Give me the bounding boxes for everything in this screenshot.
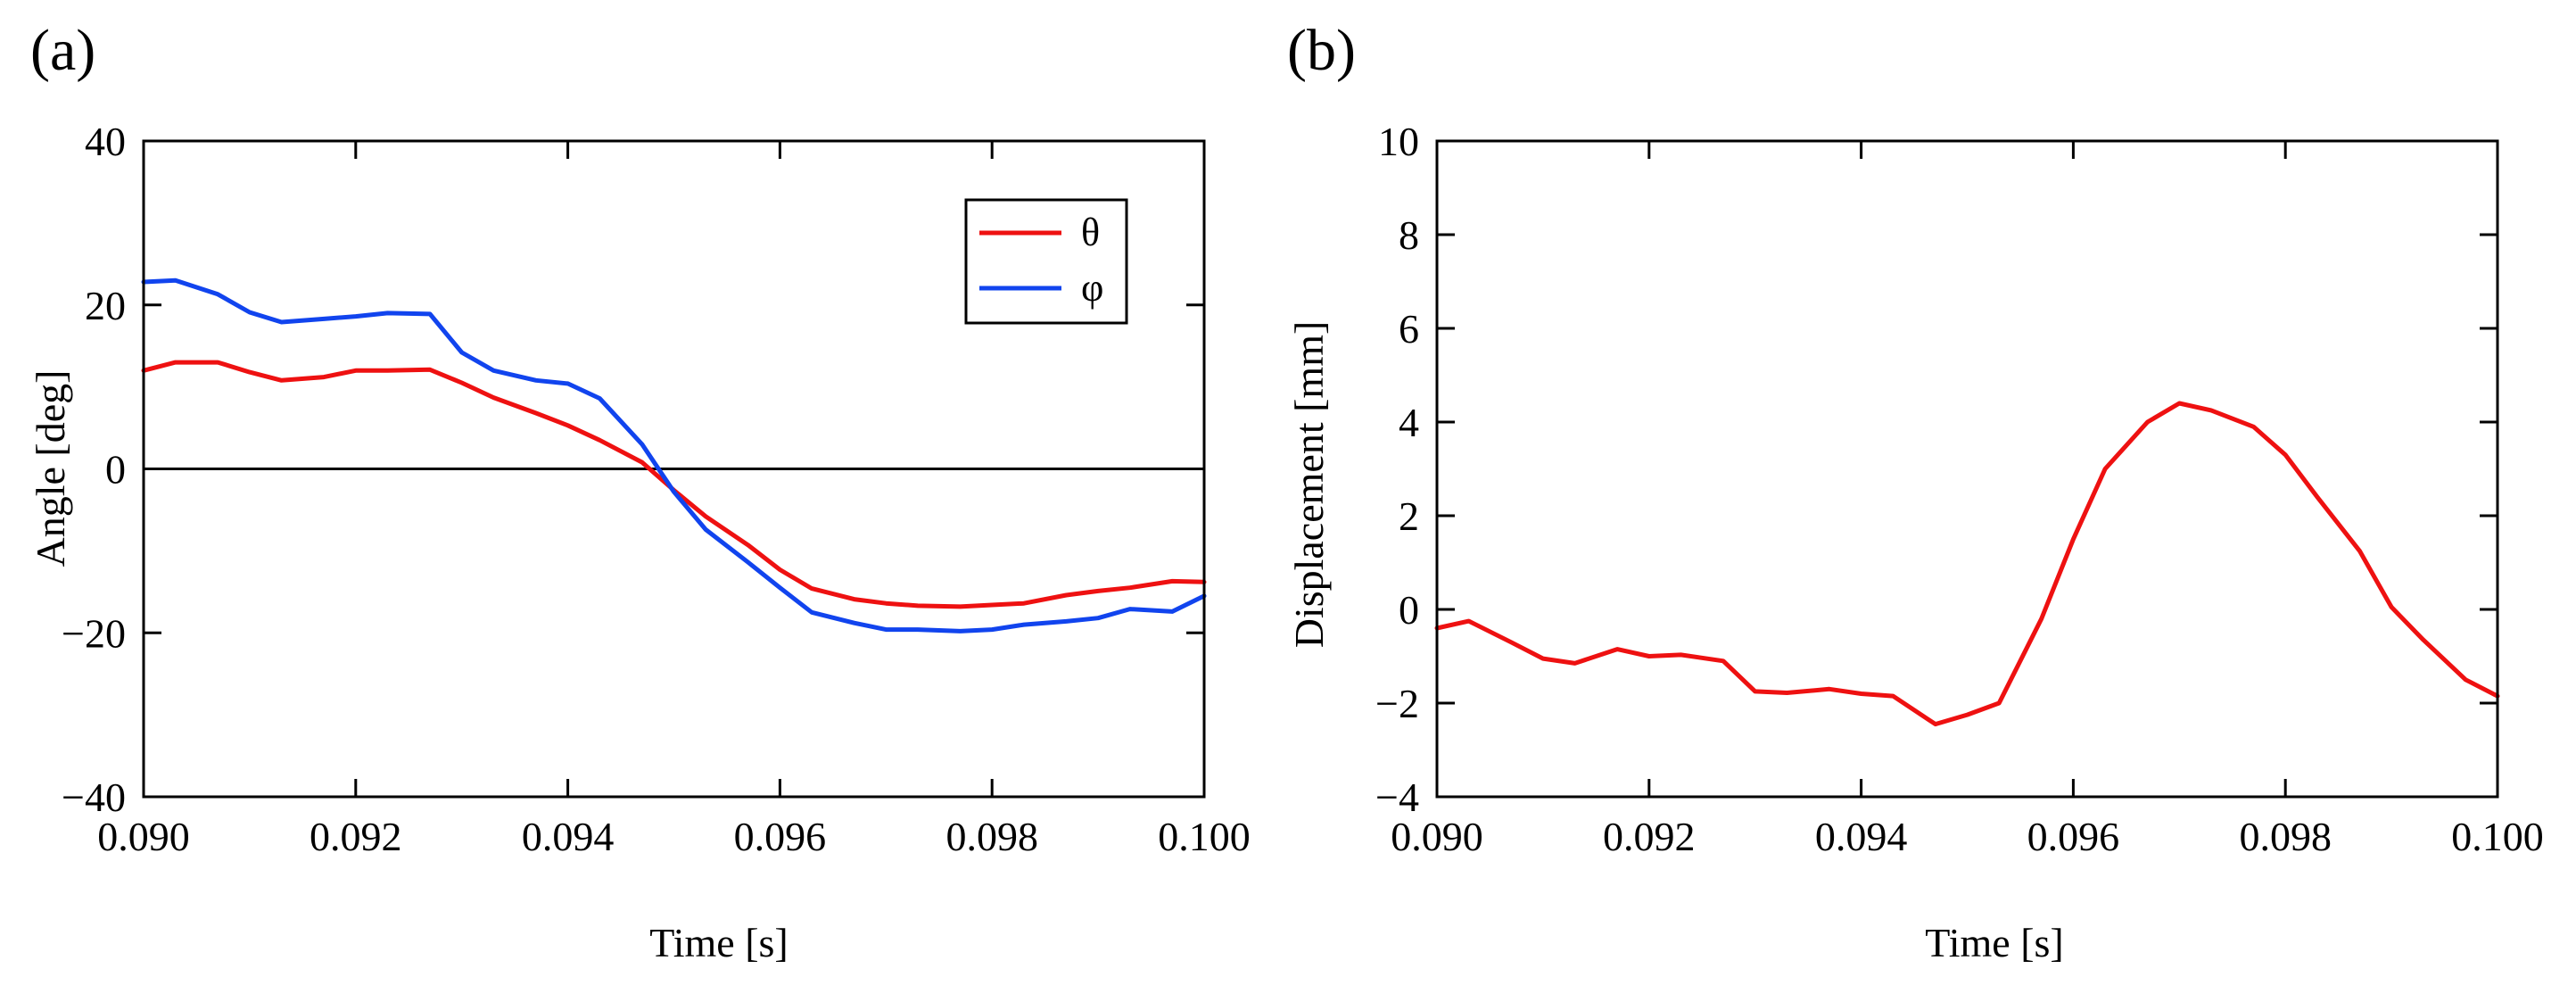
panel-a-y-tick-labels: −40 −20 0 20 40 xyxy=(62,119,126,820)
x-tick-label: 0.092 xyxy=(310,814,402,859)
x-tick-label: 0.090 xyxy=(97,814,190,859)
series-line-0 xyxy=(141,360,1207,609)
x-tick-label: 0.098 xyxy=(2239,814,2332,859)
panel-a-label: (a) xyxy=(30,18,95,83)
legend-label-phi: φ xyxy=(1081,266,1103,310)
panel-a-y-axis-label: Angle [deg] xyxy=(28,370,73,567)
y-tick-label: 0 xyxy=(1399,587,1419,633)
y-tick-label: 40 xyxy=(85,119,126,164)
y-tick-label: 2 xyxy=(1399,493,1419,539)
x-tick-label: 0.096 xyxy=(2027,814,2120,859)
panel-b-ticks xyxy=(1435,139,2499,799)
x-tick-label: 0.094 xyxy=(522,814,615,859)
x-tick-label: 0.100 xyxy=(2451,814,2544,859)
y-tick-label: 4 xyxy=(1399,400,1419,445)
series-line-0 xyxy=(1434,401,2500,727)
panel-b-frame xyxy=(1435,139,2499,799)
panel-a-plot-area xyxy=(141,139,1207,799)
x-tick-label: 0.092 xyxy=(1603,814,1696,859)
y-tick-label: −2 xyxy=(1375,681,1419,726)
panel-b: (b) 0.090 0.092 0.094 0.096 0.098 0.100 −4 −2 0… xyxy=(1286,18,2544,965)
y-tick-label: 6 xyxy=(1399,306,1419,352)
x-tick-label: 0.098 xyxy=(945,814,1038,859)
series-line-1 xyxy=(141,277,1207,633)
x-tick-label: 0.094 xyxy=(1815,814,1908,859)
y-tick-label: −20 xyxy=(62,610,126,656)
panel-b-series xyxy=(1434,401,2500,727)
y-tick-label: 10 xyxy=(1378,119,1419,164)
x-tick-label: 0.100 xyxy=(1158,814,1251,859)
y-tick-label: 0 xyxy=(105,447,126,493)
panel-a-x-axis-label: Time [s] xyxy=(649,920,788,965)
panel-a-ticks xyxy=(142,139,1206,799)
y-tick-label: 20 xyxy=(85,283,126,328)
panel-b-plot-area xyxy=(1434,139,2500,799)
panel-a-legend: θ φ xyxy=(964,198,1128,325)
y-tick-label: −40 xyxy=(62,774,126,820)
x-tick-label: 0.096 xyxy=(734,814,827,859)
y-tick-label: 8 xyxy=(1399,212,1419,258)
panel-b-x-axis-label: Time [s] xyxy=(1925,920,2064,965)
panel-a-series xyxy=(141,277,1207,633)
panel-a: (a) 0.090 0.092 0.094 0.096 0.098 0.100 −40 −2… xyxy=(28,18,1251,965)
panel-b-label: (b) xyxy=(1287,18,1356,83)
panel-b-x-tick-labels: 0.090 0.092 0.094 0.096 0.098 0.100 xyxy=(1391,814,2544,859)
panel-b-y-axis-label: Displacement [mm] xyxy=(1286,321,1332,649)
legend-box xyxy=(964,198,1128,325)
y-tick-label: −4 xyxy=(1375,774,1419,820)
legend-label-theta: θ xyxy=(1081,211,1100,254)
panel-a-x-tick-labels: 0.090 0.092 0.094 0.096 0.098 0.100 xyxy=(97,814,1251,859)
x-tick-label: 0.090 xyxy=(1391,814,1483,859)
panel-b-y-tick-labels: −4 −2 0 2 4 6 8 10 xyxy=(1375,119,1419,820)
